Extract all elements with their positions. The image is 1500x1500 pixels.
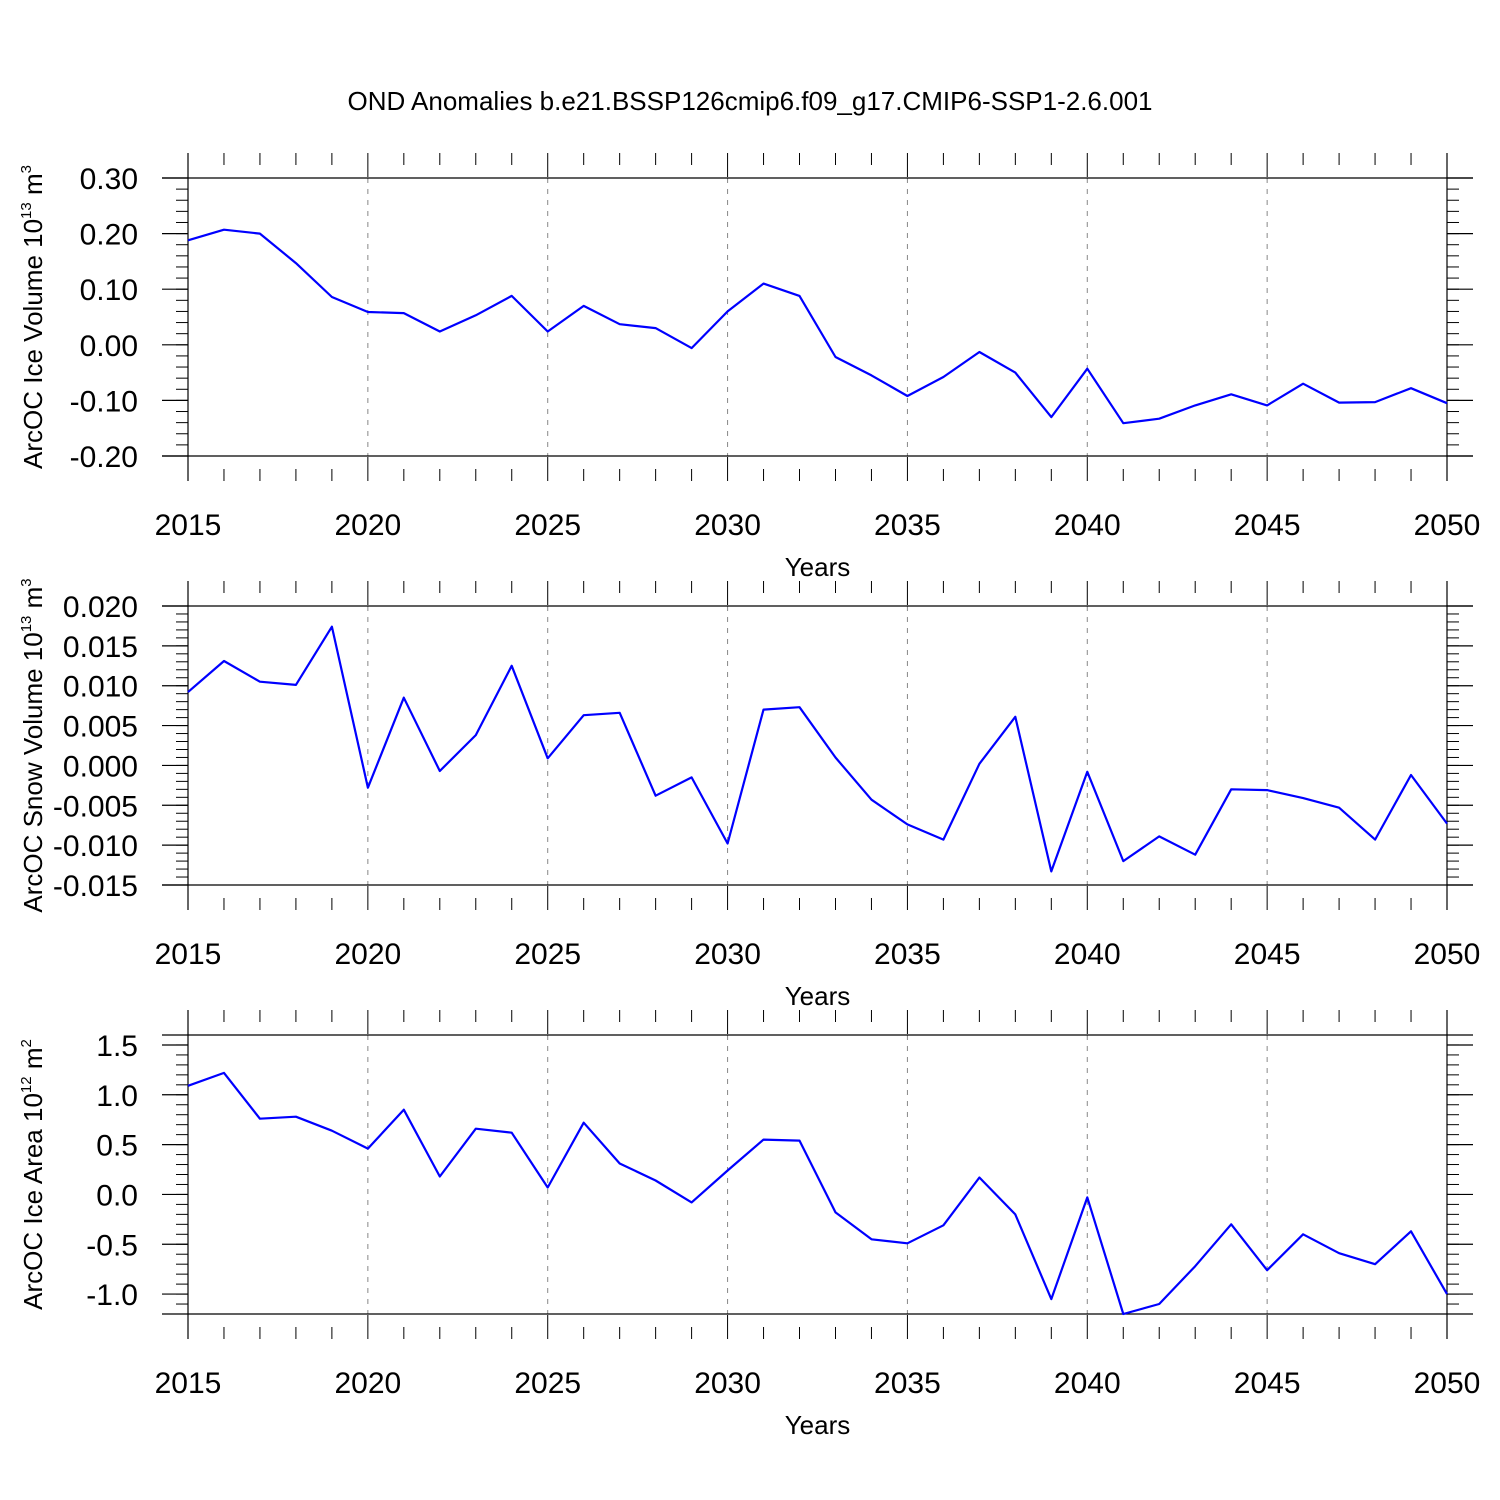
chart-title: OND Anomalies b.e21.BSSP126cmip6.f09_g17…: [347, 86, 1153, 116]
y-tick-label: 1.5: [96, 1030, 138, 1063]
x-tick-label: 2040: [1054, 509, 1121, 542]
x-tick-label: 2035: [874, 938, 941, 971]
y-tick-label: 1.0: [96, 1080, 138, 1113]
data-line: [187, 228, 1448, 425]
x-tick-label: 2050: [1414, 1367, 1481, 1400]
y-tick-label: 0.30: [80, 163, 138, 196]
chart-panel-1: -0.20 -0.10 0.00 0.10 0.20 0.30 2015 2020 2025 20…: [18, 153, 1480, 582]
y-tick-label: 0.10: [80, 274, 138, 307]
data-line: [187, 625, 1448, 873]
x-tick-label: 2025: [514, 938, 581, 971]
y-tick-label: -0.015: [53, 870, 138, 903]
x-tick-label: 2040: [1054, 938, 1121, 971]
x-tick-label: 2015: [155, 938, 222, 971]
y-tick-label: -0.5: [86, 1229, 138, 1262]
x-tick-label: 2040: [1054, 1367, 1121, 1400]
x-tick-label: 2020: [334, 509, 401, 542]
y-axis-label: ArcOC Ice Area 1012 m2: [18, 1039, 48, 1310]
y-tick-label: 0.0: [96, 1179, 138, 1212]
y-tick-label: 0.020: [63, 591, 138, 624]
x-tick-label: 2030: [694, 509, 761, 542]
x-tick-label: 2035: [874, 1367, 941, 1400]
x-tick-label: 2015: [155, 1367, 222, 1400]
y-tick-label: -0.005: [53, 790, 138, 823]
y-axis-label: ArcOC Ice Volume 1013 m3: [18, 165, 48, 469]
x-tick-label: 2045: [1234, 509, 1301, 542]
y-tick-label: -0.10: [70, 385, 138, 418]
x-tick-label: 2050: [1414, 938, 1481, 971]
x-axis-label: Years: [785, 981, 851, 1011]
y-tick-label: 0.5: [96, 1130, 138, 1163]
x-tick-label: 2020: [334, 1367, 401, 1400]
x-axis-label: Years: [785, 552, 851, 582]
chart-panel-3: -1.0 -0.5 0.0 0.5 1.0 1.5 2015 2020 2025 2030 2035…: [18, 1010, 1480, 1440]
y-axis-label: ArcOC Snow Volume 1013 m3: [18, 578, 48, 912]
y-tick-label: -1.0: [86, 1279, 138, 1312]
x-tick-label: 2045: [1234, 938, 1301, 971]
x-tick-label: 2020: [334, 938, 401, 971]
x-tick-label: 2030: [694, 1367, 761, 1400]
y-tick-label: 0.005: [63, 711, 138, 744]
x-tick-label: 2050: [1414, 509, 1481, 542]
y-tick-label: -0.010: [53, 830, 138, 863]
y-tick-label: -0.20: [70, 441, 138, 474]
x-axis-label: Years: [785, 1410, 851, 1440]
data-line: [187, 1071, 1448, 1316]
x-tick-label: 2025: [514, 509, 581, 542]
y-tick-label: 0.015: [63, 631, 138, 664]
x-tick-label: 2015: [155, 509, 222, 542]
y-tick-label: 0.000: [63, 750, 138, 783]
y-tick-label: 0.20: [80, 219, 138, 252]
x-tick-label: 2025: [514, 1367, 581, 1400]
chart-panel-2: -0.015 -0.010 -0.005 0.000 0.005 0.010 0.015 0.…: [18, 578, 1480, 1011]
x-tick-label: 2045: [1234, 1367, 1301, 1400]
y-tick-label: 0.010: [63, 671, 138, 704]
y-tick-label: 0.00: [80, 330, 138, 363]
x-tick-label: 2035: [874, 509, 941, 542]
x-tick-label: 2030: [694, 938, 761, 971]
